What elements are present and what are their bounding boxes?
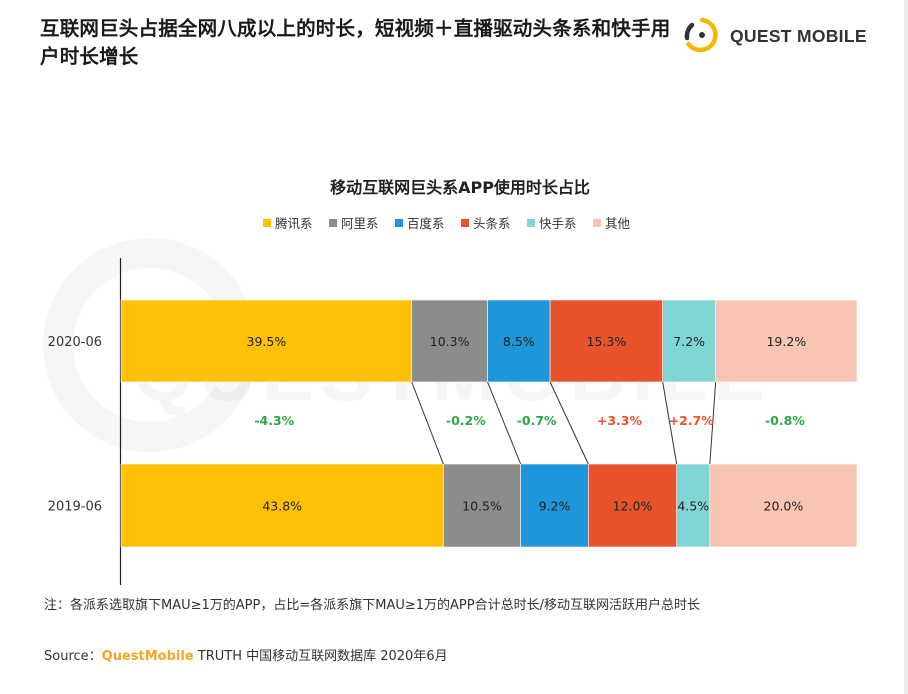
change-label: -4.3% bbox=[254, 413, 294, 428]
change-label: -0.8% bbox=[765, 413, 805, 428]
legend-swatch bbox=[329, 219, 337, 227]
category-label: 2019-06 bbox=[48, 500, 102, 515]
logo-text: QUEST MOBILE bbox=[730, 26, 867, 46]
bar-segment bbox=[549, 299, 663, 383]
legend-swatch bbox=[593, 219, 601, 227]
legend-swatch bbox=[263, 219, 271, 227]
source-prefix: Source： bbox=[44, 649, 102, 664]
frame-edge bbox=[904, 0, 908, 694]
connector-line bbox=[411, 381, 444, 465]
change-label: +2.7% bbox=[669, 413, 715, 428]
data-label: 10.5% bbox=[462, 499, 502, 514]
bar-segment bbox=[588, 463, 677, 548]
data-label: 9.2% bbox=[539, 499, 571, 514]
data-label: 7.2% bbox=[673, 334, 705, 349]
data-label: 20.0% bbox=[764, 499, 804, 514]
chart-title: 移动互联网巨头系APP使用时长占比 bbox=[330, 178, 590, 197]
legend-label: 腾讯系 bbox=[275, 216, 313, 231]
bar-segment bbox=[676, 463, 711, 548]
connector-line bbox=[709, 381, 717, 465]
category-label: 2020-06 bbox=[48, 335, 102, 350]
data-label: 39.5% bbox=[247, 334, 287, 349]
legend-label: 百度系 bbox=[407, 216, 445, 231]
legend-swatch bbox=[461, 219, 469, 227]
data-label: 12.0% bbox=[613, 499, 653, 514]
bar-segment bbox=[120, 463, 444, 548]
legend-label: 阿里系 bbox=[341, 216, 379, 231]
change-label: -0.7% bbox=[517, 413, 557, 428]
change-label: -0.2% bbox=[446, 413, 486, 428]
legend-swatch bbox=[395, 219, 403, 227]
source-line: Source：QuestMobile TRUTH 中国移动互联网数据库 2020… bbox=[44, 645, 448, 664]
page-headline: 互联网巨头占据全网八成以上的时长，短视频＋直播驱动头条系和快手用户时长增长 bbox=[40, 17, 671, 68]
data-label: 15.3% bbox=[587, 334, 627, 349]
legend-swatch bbox=[527, 219, 535, 227]
bar-segment bbox=[715, 299, 858, 383]
bar-segment bbox=[520, 463, 589, 548]
legend-label: 快手系 bbox=[539, 216, 577, 231]
data-label: 4.5% bbox=[677, 499, 709, 514]
data-label: 43.8% bbox=[262, 499, 302, 514]
footnote: 注：各派系选取旗下MAU≥1万的APP，占比=各派系旗下MAU≥1万的APP合计… bbox=[44, 598, 700, 613]
legend-label: 头条系 bbox=[473, 216, 511, 231]
bar-segment bbox=[443, 463, 521, 548]
legend-label: 其他 bbox=[605, 216, 631, 231]
bar-segment bbox=[709, 463, 858, 548]
source-brand: QuestMobile bbox=[101, 649, 194, 664]
connector-line bbox=[549, 381, 589, 465]
connector-line bbox=[487, 381, 522, 465]
logo: QUEST MOBILE bbox=[682, 16, 872, 56]
data-label: 10.3% bbox=[430, 334, 470, 349]
questmobile-logo-icon bbox=[684, 17, 718, 53]
change-label: +3.3% bbox=[597, 413, 643, 428]
source-rest: TRUTH 中国移动互联网数据库 2020年6月 bbox=[193, 649, 448, 664]
bar-segment bbox=[120, 299, 413, 383]
data-label: 19.2% bbox=[766, 334, 806, 349]
connector-line bbox=[662, 381, 678, 465]
data-label: 8.5% bbox=[503, 334, 535, 349]
